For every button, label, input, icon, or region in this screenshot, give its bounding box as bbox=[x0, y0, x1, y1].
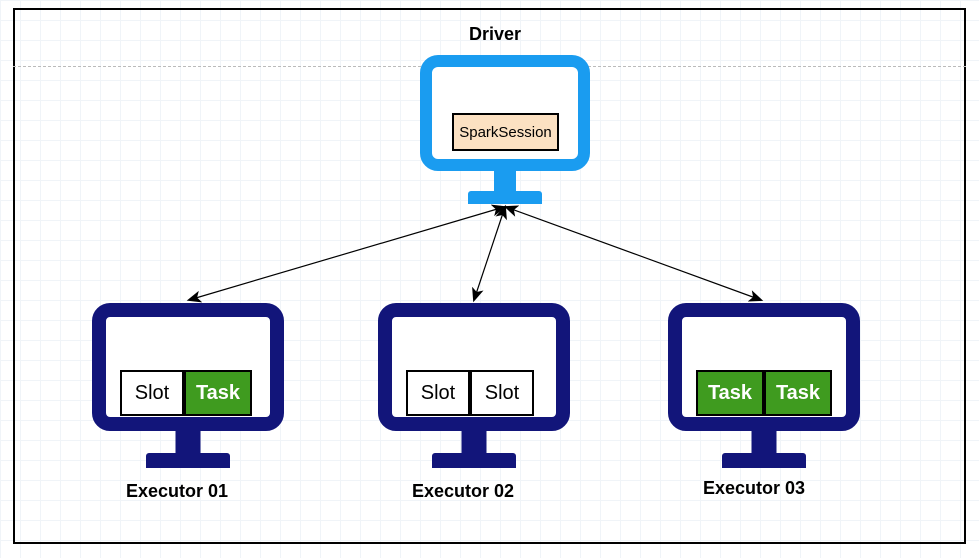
spark-session-box: SparkSession bbox=[452, 113, 559, 151]
driver-title: Driver bbox=[469, 24, 521, 45]
slot-cell: Slot bbox=[470, 370, 534, 416]
diagram-canvas: Driver SparkSession Executor 01SlotTaskE… bbox=[0, 0, 979, 558]
task-cell: Task bbox=[184, 370, 252, 416]
slot-cell: Slot bbox=[120, 370, 184, 416]
task-cell: Task bbox=[696, 370, 764, 416]
executor-title: Executor 03 bbox=[703, 478, 805, 499]
executor-title: Executor 01 bbox=[126, 481, 228, 502]
spark-session-label: SparkSession bbox=[459, 124, 552, 141]
slot-cell: Slot bbox=[406, 370, 470, 416]
task-cell: Task bbox=[764, 370, 832, 416]
executor-title: Executor 02 bbox=[412, 481, 514, 502]
